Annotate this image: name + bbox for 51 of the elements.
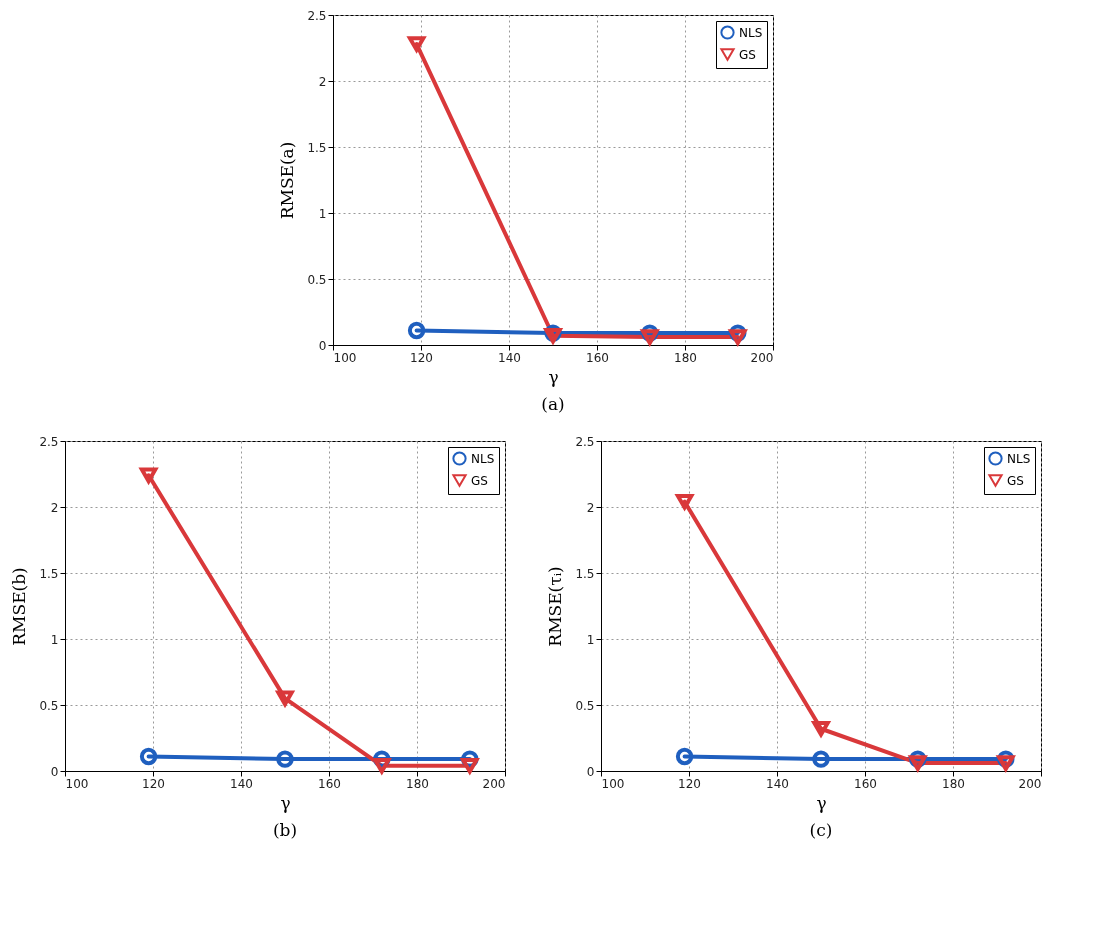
y-tick-label: 2.5 bbox=[575, 434, 595, 449]
x-tick-label: 120 bbox=[678, 776, 701, 791]
text: (b) bbox=[272, 820, 298, 840]
x-tick-label: 200 bbox=[750, 350, 774, 365]
x-tick-label: 180 bbox=[406, 776, 429, 791]
text: (c) bbox=[809, 820, 833, 840]
x-tick-label: 180 bbox=[674, 350, 697, 365]
x-tick-label: 140 bbox=[230, 776, 253, 791]
x-tick-label: 200 bbox=[1018, 776, 1042, 791]
y-tick-label: 0 bbox=[318, 338, 327, 353]
legend-label: GS bbox=[471, 473, 488, 488]
x-tick-label: 120 bbox=[142, 776, 165, 791]
x-tick-label: 160 bbox=[586, 350, 609, 365]
x-tick-label: 100 bbox=[333, 350, 357, 365]
x-tick-label: 100 bbox=[65, 776, 89, 791]
legend-label: NLS bbox=[471, 451, 495, 466]
x-axis-title: γ bbox=[280, 792, 291, 813]
y-tick-label: 2 bbox=[50, 500, 59, 515]
x-tick-label: 160 bbox=[854, 776, 877, 791]
legend-label: NLS bbox=[1007, 451, 1031, 466]
x-tick-label: 100 bbox=[601, 776, 625, 791]
x-tick-label: 180 bbox=[942, 776, 965, 791]
y-tick-label: 1.5 bbox=[575, 566, 595, 581]
y-tick-label: 2 bbox=[318, 74, 327, 89]
y-tick-label: 1 bbox=[318, 206, 327, 221]
y-axis-title: RMSE(a) bbox=[277, 141, 298, 220]
y-tick-label: 1.5 bbox=[307, 140, 327, 155]
x-tick-label: 160 bbox=[318, 776, 341, 791]
x-tick-label: 200 bbox=[482, 776, 506, 791]
x-axis-title: γ bbox=[548, 366, 559, 387]
y-tick-label: 0.5 bbox=[307, 272, 327, 287]
y-tick-label: 1 bbox=[586, 632, 595, 647]
y-tick-label: 0.5 bbox=[575, 698, 595, 713]
y-axis-title: RMSE(τᵢ) bbox=[545, 566, 566, 647]
legend-label: GS bbox=[739, 47, 756, 62]
y-tick-label: 2.5 bbox=[307, 8, 327, 23]
text: (a) bbox=[541, 394, 565, 414]
y-tick-label: 0.5 bbox=[39, 698, 59, 713]
legend-label: GS bbox=[1007, 473, 1024, 488]
y-tick-label: 0 bbox=[50, 764, 59, 779]
y-axis-title: RMSE(b) bbox=[9, 567, 30, 646]
x-tick-label: 140 bbox=[498, 350, 521, 365]
y-tick-label: 0 bbox=[586, 764, 595, 779]
x-tick-label: 140 bbox=[766, 776, 789, 791]
x-axis-title: γ bbox=[816, 792, 827, 813]
legend-label: NLS bbox=[739, 25, 763, 40]
x-tick-label: 120 bbox=[410, 350, 433, 365]
y-tick-label: 2.5 bbox=[39, 434, 59, 449]
y-tick-label: 2 bbox=[586, 500, 595, 515]
y-tick-label: 1.5 bbox=[39, 566, 59, 581]
y-tick-label: 1 bbox=[50, 632, 59, 647]
